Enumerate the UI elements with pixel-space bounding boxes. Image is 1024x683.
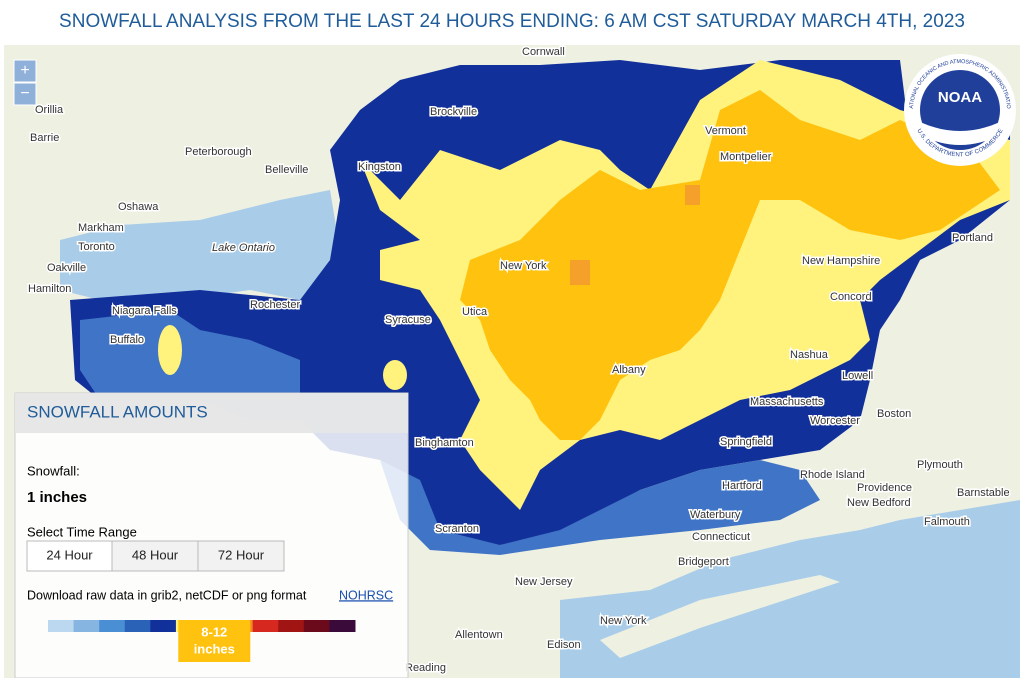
place-label: Peterborough	[185, 146, 252, 158]
map[interactable]: Cornwall Orillia Barrie Peterborough Bellevi…	[4, 44, 1020, 678]
snow-area-blue	[380, 460, 820, 555]
place-label: Oakville	[47, 262, 86, 274]
lake	[60, 190, 340, 300]
time-range-button-label: 24 Hour	[46, 547, 93, 562]
place-label: Binghamton	[415, 437, 474, 449]
panel-header	[15, 393, 408, 433]
place-label: Rochester	[250, 299, 300, 311]
place-label: Lake Ontario	[212, 242, 275, 254]
time-range-button[interactable]	[26, 540, 113, 572]
time-range-button-label: 48 Hour	[132, 547, 179, 562]
place-label: New York	[500, 260, 547, 272]
place-label: Waterbury	[690, 509, 741, 521]
place-label: Concord	[830, 291, 872, 303]
legend-swatch	[150, 620, 177, 632]
place-label: New Jersey	[515, 576, 573, 588]
place-label: New Bedford	[847, 497, 911, 509]
place-label: Buffalo	[110, 334, 144, 346]
time-range-button[interactable]	[197, 540, 285, 572]
snow-area-gold	[460, 90, 1000, 440]
download-text: Download raw data in grib2, netCDF or pn…	[27, 588, 307, 602]
place-label: Massachusetts	[750, 396, 824, 408]
place-label: Barrie	[30, 132, 59, 144]
place-label: Oshawa	[118, 201, 159, 213]
zoom-in-label: +	[20, 62, 29, 79]
place-label: Toronto	[78, 241, 115, 253]
snow-area-orange	[570, 260, 590, 285]
page-title: SNOWFALL ANALYSIS FROM THE LAST 24 HOURS…	[59, 11, 965, 32]
zoom-out-button[interactable]	[13, 82, 37, 106]
place-label: New Hampshire	[802, 255, 880, 267]
place-label: Scranton	[435, 523, 479, 535]
place-label: Plymouth	[917, 459, 963, 471]
place-label: Syracuse	[385, 314, 431, 326]
place-label: Bridgeport	[678, 556, 729, 568]
place-label: Providence	[857, 482, 912, 494]
place-label: Brockville	[430, 106, 477, 118]
legend-swatch	[252, 620, 279, 632]
long-island	[600, 575, 840, 658]
legend-swatch	[329, 620, 356, 632]
legend-swatch	[48, 620, 75, 632]
place-label: Reading	[405, 662, 446, 674]
logo-text: NOAA	[938, 89, 982, 106]
place-label: Orillia	[35, 104, 64, 116]
panel-title: SNOWFALL AMOUNTS	[27, 402, 208, 421]
place-label: Utica	[462, 306, 488, 318]
snowfall-value: 1 inches	[27, 489, 87, 506]
place-label: Connecticut	[692, 531, 750, 543]
place-label: Barnstable	[957, 487, 1010, 499]
place-label: Niagara Falls	[112, 305, 177, 317]
legend-highlight	[178, 620, 251, 662]
place-label: Allentown	[455, 629, 503, 641]
place-label: New York	[600, 615, 647, 627]
legend-swatch	[99, 620, 126, 632]
legend-highlight-unit: inches	[194, 641, 235, 656]
place-label: Portland	[952, 232, 993, 244]
legend-panel: SNOWFALL AMOUNTS Snowfall: 1 inches Sele…	[14, 392, 409, 679]
legend-swatch	[303, 620, 330, 632]
place-label: Boston	[877, 408, 911, 420]
place-label: Nashua	[790, 349, 829, 361]
place-label: Rhode Island	[800, 469, 865, 481]
place-label: Cornwall	[522, 46, 565, 58]
range-label: Select Time Range	[27, 524, 137, 539]
place-label: Falmouth	[924, 516, 970, 528]
legend-highlight-range: 8-12	[201, 624, 227, 639]
legend-swatch	[124, 620, 151, 632]
place-label: Belleville	[265, 164, 308, 176]
legend-swatch	[278, 620, 305, 632]
zoom-in-button[interactable]	[13, 59, 37, 83]
zoom-out-label: −	[20, 85, 29, 102]
place-label: Hamilton	[28, 283, 71, 295]
download-link[interactable]: NOHRSC	[339, 588, 393, 602]
place-label: Kingston	[358, 161, 401, 173]
snow-area-blue	[80, 310, 300, 400]
place-label: Lowell	[842, 370, 873, 382]
place-label: Hartford	[722, 480, 762, 492]
snowfall-label: Snowfall:	[27, 463, 80, 478]
time-range-buttons: 24 Hour 48 Hour 72 Hour	[26, 540, 285, 572]
snow-area-yellow	[383, 360, 407, 390]
place-label: Edison	[547, 639, 581, 651]
logo-bird	[920, 122, 1000, 145]
place-label: Vermont	[705, 125, 746, 137]
legend-swatch	[73, 620, 100, 632]
place-label: Albany	[612, 364, 646, 376]
place-label: Worcester	[810, 415, 860, 427]
snow-area-orange	[685, 185, 700, 205]
place-label: Montpelier	[720, 151, 772, 163]
place-label: Markham	[78, 222, 124, 234]
place-label: Springfield	[720, 436, 772, 448]
time-range-button-label: 72 Hour	[218, 547, 265, 562]
zoom-control: + −	[13, 59, 37, 106]
snow-area-yellow	[158, 325, 182, 375]
color-legend: 8-12 inches	[48, 620, 356, 662]
place-labels: Cornwall Orillia Barrie Peterborough Bellevi…	[27, 44, 1012, 675]
